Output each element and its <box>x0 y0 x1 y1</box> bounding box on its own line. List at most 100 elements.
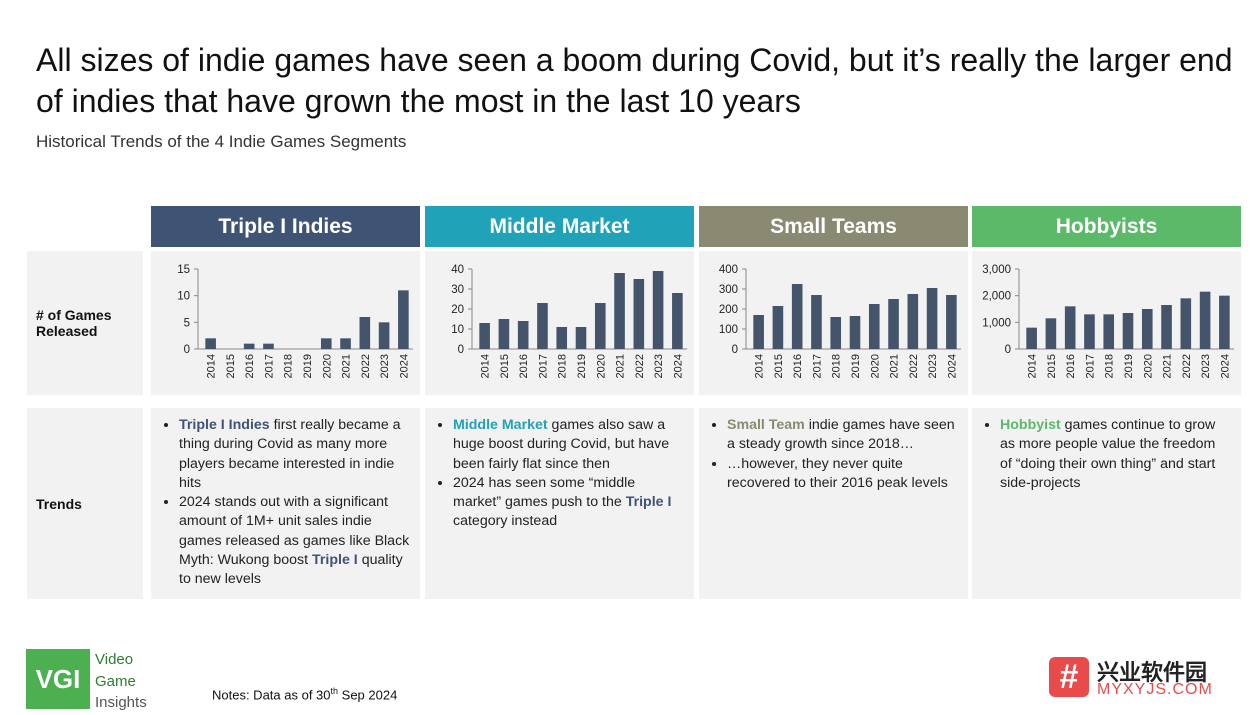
trend-bullet: Small Team indie games have seen a stead… <box>727 416 958 455</box>
y-tick-label: 0 <box>732 344 738 356</box>
trend-bullet: 2024 stands out with a significant amoun… <box>179 493 410 589</box>
x-tick-label: 2019 <box>850 354 862 378</box>
trend-text: indie games have seen a steady growth si… <box>727 417 955 453</box>
y-tick-label: 300 <box>719 284 738 296</box>
trend-bullet: …however, they never quite recovered to … <box>727 455 958 494</box>
bar-2015 <box>498 319 510 349</box>
y-tick-label: 1,000 <box>982 317 1011 329</box>
x-tick-label: 2024 <box>1219 354 1231 378</box>
x-tick-label: 2020 <box>321 354 333 378</box>
logo-line: Video <box>95 651 134 668</box>
logo-line: Insights <box>95 694 147 711</box>
y-tick-label: 100 <box>719 324 738 336</box>
trend-text: first really became a thing during Covid… <box>179 417 401 491</box>
x-tick-label: 2020 <box>1142 354 1154 378</box>
bar-2023 <box>1199 291 1211 349</box>
bar-2022 <box>1180 298 1192 349</box>
x-tick-label: 2014 <box>1027 354 1039 378</box>
bar-2019 <box>575 327 587 349</box>
y-tick-label: 30 <box>451 284 464 296</box>
bar-2018 <box>556 327 568 349</box>
bar-2023 <box>652 271 664 349</box>
x-tick-label: 2020 <box>869 354 881 378</box>
row-label-trends: Trends <box>27 408 143 599</box>
x-tick-label: 2021 <box>341 354 353 378</box>
x-tick-label: 2023 <box>927 354 939 378</box>
notes: Notes: Data as of 30th Sep 2024 <box>212 686 397 702</box>
x-tick-label: 2022 <box>908 354 920 378</box>
y-tick-label: 200 <box>719 304 738 316</box>
bar-2024 <box>946 295 957 349</box>
bar-2018 <box>830 317 842 349</box>
x-tick-label: 2024 <box>672 354 684 378</box>
bar-2020 <box>868 304 880 349</box>
bar-2015 <box>1045 318 1057 349</box>
vgi-logo-text: Video Game Insights <box>95 649 147 714</box>
page-title: All sizes of indie games have seen a boo… <box>36 42 1233 119</box>
x-tick-label: 2018 <box>283 354 295 378</box>
x-tick-label: 2015 <box>1046 354 1058 378</box>
y-tick-label: 20 <box>451 304 464 316</box>
x-tick-label: 2018 <box>1104 354 1116 378</box>
bar-2021 <box>1161 305 1172 349</box>
bar-2023 <box>926 288 938 349</box>
y-tick-label: 400 <box>719 264 738 276</box>
segment-header-small-teams: Small Teams <box>699 206 968 247</box>
x-tick-label: 2019 <box>1123 354 1135 378</box>
trend-bullet: Middle Market games also saw a huge boos… <box>453 416 684 474</box>
bar-2015 <box>772 306 784 349</box>
x-tick-label: 2017 <box>537 354 549 378</box>
trend-highlight: Triple I <box>312 552 358 569</box>
x-tick-label: 2021 <box>615 354 627 378</box>
bar-2020 <box>1141 309 1153 349</box>
x-tick-label: 2020 <box>595 354 607 378</box>
x-tick-label: 2023 <box>653 354 665 378</box>
chart-middle-market: 0 10 20 30 40 2014 2015 2016 2017 2018 2019 2020 202… <box>451 264 687 378</box>
chart-cell-hobbyists: 0 1,000 2,000 3,000 2014 2015 2016 2017 2018 2019… <box>972 251 1241 395</box>
bar-2020 <box>594 303 606 349</box>
watermark-cn: 兴业软件园 <box>1097 660 1208 685</box>
bar-2021 <box>614 273 625 349</box>
bar-2016 <box>517 321 529 349</box>
chart-triple-i: 0 5 10 15 2014 2015 2016 2017 2018 2019 2020 2021 20… <box>177 264 413 378</box>
y-tick-label: 0 <box>458 344 464 356</box>
bar-2024 <box>672 293 683 349</box>
trends-cell-triple-i: Triple I Indies first really became a th… <box>151 408 420 599</box>
x-tick-label: 2018 <box>831 354 843 378</box>
trend-text: 2024 stands out with a significant amoun… <box>179 494 410 569</box>
x-tick-label: 2023 <box>379 354 391 378</box>
y-tick-label: 0 <box>184 344 190 356</box>
bar-2014 <box>753 315 764 349</box>
y-tick-label: 15 <box>177 264 190 276</box>
trends-cell-middle-market: Middle Market games also saw a huge boos… <box>425 408 694 599</box>
bar-2017 <box>1084 314 1095 349</box>
x-tick-label: 2022 <box>360 354 372 378</box>
bar-2021 <box>340 338 351 349</box>
bar-2022 <box>907 294 919 349</box>
trends-cell-hobbyists: Hobbyist games continue to grow as more … <box>972 408 1241 599</box>
y-tick-label: 40 <box>451 264 464 276</box>
trend-text: quality to new levels <box>179 552 403 588</box>
trend-highlight: Small Team <box>727 417 805 433</box>
x-tick-label: 2019 <box>302 354 314 378</box>
x-tick-label: 2015 <box>773 354 785 378</box>
vgi-logo: VGI <box>26 649 90 709</box>
bar-2017 <box>537 303 548 349</box>
bar-2018 <box>1103 314 1115 349</box>
x-tick-label: 2016 <box>518 354 530 378</box>
bar-2014 <box>479 323 490 349</box>
x-tick-label: 2024 <box>398 354 410 378</box>
bar-2024 <box>1219 295 1230 349</box>
y-tick-label: 10 <box>451 324 464 336</box>
x-tick-label: 2017 <box>263 354 275 378</box>
trend-bullet: 2024 has seen some “middle market” games… <box>453 474 684 532</box>
x-tick-label: 2022 <box>1181 354 1193 378</box>
trend-highlight: Hobbyist <box>1000 417 1061 433</box>
chart-cell-small-teams: 0 100 200 300 400 2014 2015 2016 2017 2018 2019 202… <box>699 251 968 395</box>
x-tick-label: 2015 <box>225 354 237 378</box>
trend-highlight: Triple I Indies <box>179 417 270 433</box>
x-tick-label: 2017 <box>811 354 823 378</box>
page-subtitle: Historical Trends of the 4 Indie Games S… <box>36 132 407 151</box>
watermark-icon: # <box>1049 657 1089 697</box>
bar-2019 <box>849 316 861 349</box>
